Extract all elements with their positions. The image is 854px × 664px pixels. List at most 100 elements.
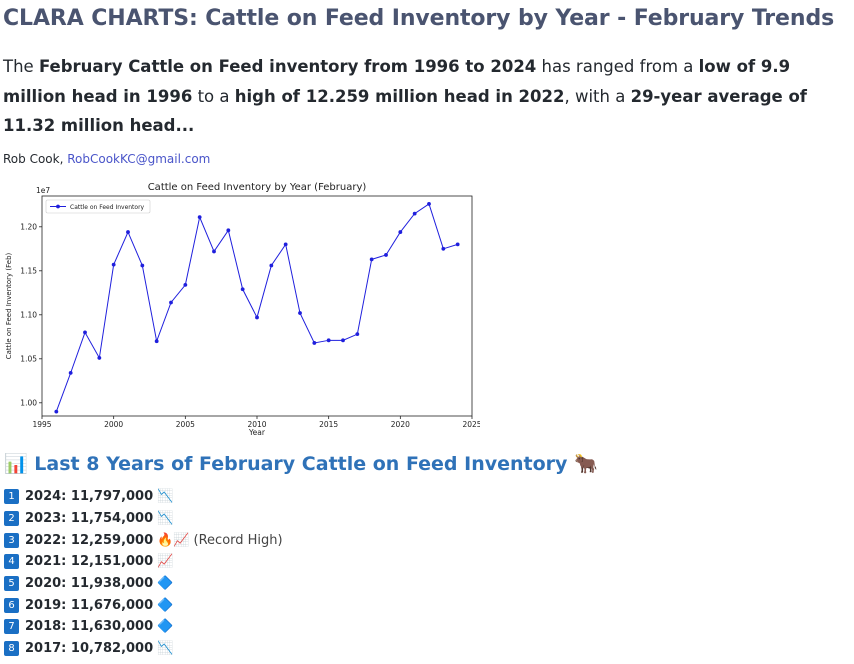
data-point [226, 228, 231, 233]
chart-title: Cattle on Feed Inventory by Year (Februa… [148, 182, 367, 193]
chart-decreasing-icon: 📉 [157, 641, 174, 657]
year-value: 2021: 12,151,000 [25, 554, 154, 570]
list-item: 1 2024: 11,797,000 📉 [4, 486, 283, 508]
blue-diamond-icon: 🔷 [157, 619, 174, 635]
intro-bold: low of 9.9 million head in 1996 [3, 57, 791, 106]
x-tick-label: 2010 [247, 420, 266, 429]
year-value: 2019: 11,676,000 [25, 597, 154, 613]
data-point [54, 409, 59, 414]
data-point [312, 341, 317, 345]
number-badge: 4 [4, 554, 19, 570]
data-point [111, 262, 116, 267]
blue-diamond-icon: 🔷 [157, 576, 174, 592]
x-tick-label: 2005 [176, 420, 195, 429]
list-item: 3 2022: 12,259,000 🔥📈 (Record High) [4, 529, 283, 551]
y-tick-label: 1.05 [20, 354, 37, 363]
data-point [384, 253, 388, 257]
year-value: 2022: 12,259,000 [25, 532, 154, 548]
intro-text: to a [192, 86, 235, 106]
byline: Rob Cook, RobCookKC@gmail.com [3, 152, 210, 166]
data-point [398, 230, 403, 234]
fire-chart-increasing-icon: 🔥📈 [157, 532, 190, 548]
data-point [255, 315, 259, 320]
intro-bold: high of 12.259 million head in 2022 [234, 86, 565, 106]
data-point [240, 287, 245, 292]
x-tick-label: 2015 [319, 420, 338, 429]
number-badge: 6 [4, 597, 19, 613]
year-value: 2024: 11,797,000 [25, 489, 154, 505]
year-value: 2023: 11,754,000 [25, 511, 154, 527]
y-tick-label: 1.20 [20, 222, 37, 231]
y-tick-label: 1.00 [20, 398, 37, 407]
data-point [126, 230, 130, 234]
data-point [269, 263, 274, 268]
y-tick-label: 1.10 [20, 310, 37, 319]
data-point [412, 211, 417, 216]
y-axis-label: Cattle on Feed Inventory (Feb) [5, 252, 13, 359]
number-badge: 5 [4, 576, 19, 592]
data-point [283, 242, 288, 247]
list-item: 6 2019: 11,676,000 🔷 [4, 594, 283, 616]
data-point [326, 338, 331, 343]
intro-text: has ranged from a [536, 57, 699, 76]
intro-paragraph: The February Cattle on Feed inventory fr… [3, 52, 851, 141]
record-note: (Record High) [193, 532, 283, 548]
data-point [212, 249, 216, 254]
chart-decreasing-icon: 📉 [157, 489, 174, 505]
intro-text: The [3, 57, 39, 76]
year-value: 2020: 11,938,000 [25, 576, 154, 592]
cattle-inventory-line-chart: 1995 2000 2005 2010 2015 2020 2025 1.00 1.05 1.10… [5, 182, 480, 437]
blue-diamond-icon: 🔷 [157, 597, 174, 613]
x-axis-label: Year [248, 428, 266, 437]
intro-bold: February Cattle on Feed inventory from 1… [38, 57, 537, 76]
plot-frame [41, 195, 473, 417]
data-point [341, 338, 345, 343]
list-item: 4 2021: 12,151,000 📈 [4, 551, 283, 573]
data-point [68, 370, 73, 375]
series-line [55, 203, 458, 412]
page-title: CLARA CHARTS: Cattle on Feed Inventory b… [3, 6, 835, 31]
data-point [197, 215, 202, 220]
intro-bold: 29-year average of 11.32 million head... [3, 86, 807, 136]
data-point [427, 202, 431, 206]
x-tick-label: 2000 [104, 420, 123, 429]
data-point [140, 263, 145, 268]
year-value: 2017: 10,782,000 [25, 641, 154, 657]
number-badge: 3 [4, 532, 19, 548]
data-point [455, 242, 460, 247]
data-point [369, 257, 374, 262]
data-point [183, 282, 188, 287]
author-email-link[interactable]: RobCookKC@gmail.com [67, 152, 211, 166]
section-title-text: Last 8 Years of February Cattle on Feed … [34, 453, 568, 475]
number-badge: 7 [4, 619, 19, 635]
year-value: 2018: 11,630,000 [25, 619, 154, 635]
section-title: 📊 Last 8 Years of February Cattle on Fee… [4, 452, 598, 475]
number-badge: 2 [4, 511, 19, 527]
list-item: 2 2023: 11,754,000 📉 [4, 508, 283, 530]
legend-label: Cattle on Feed Inventory [70, 204, 145, 211]
data-point [83, 330, 87, 335]
data-point [97, 356, 102, 360]
list-item: 5 2020: 11,938,000 🔷 [4, 573, 283, 595]
author-name: Rob Cook, [3, 152, 68, 166]
data-point [298, 311, 302, 315]
data-point [154, 339, 159, 344]
x-tick-label: 2025 [462, 420, 480, 429]
x-tick-label: 1995 [32, 420, 51, 429]
ox-icon: 🐂 [574, 453, 598, 475]
bar-chart-icon: 📊 [4, 453, 28, 475]
x-tick-label: 2020 [391, 420, 410, 429]
data-point [169, 300, 173, 305]
number-badge: 8 [4, 641, 19, 657]
chart-increasing-icon: 📈 [157, 554, 174, 570]
legend-box [45, 199, 151, 214]
list-item: 7 2018: 11,630,000 🔷 [4, 616, 283, 638]
intro-text: , with a [564, 86, 631, 106]
data-point [441, 246, 446, 251]
y-axis-multiplier: 1e7 [36, 186, 50, 195]
data-point [355, 332, 360, 337]
list-item: 8 2017: 10,782,000 📉 [4, 638, 283, 660]
number-badge: 1 [4, 489, 19, 505]
y-tick-label: 1.15 [20, 266, 37, 275]
